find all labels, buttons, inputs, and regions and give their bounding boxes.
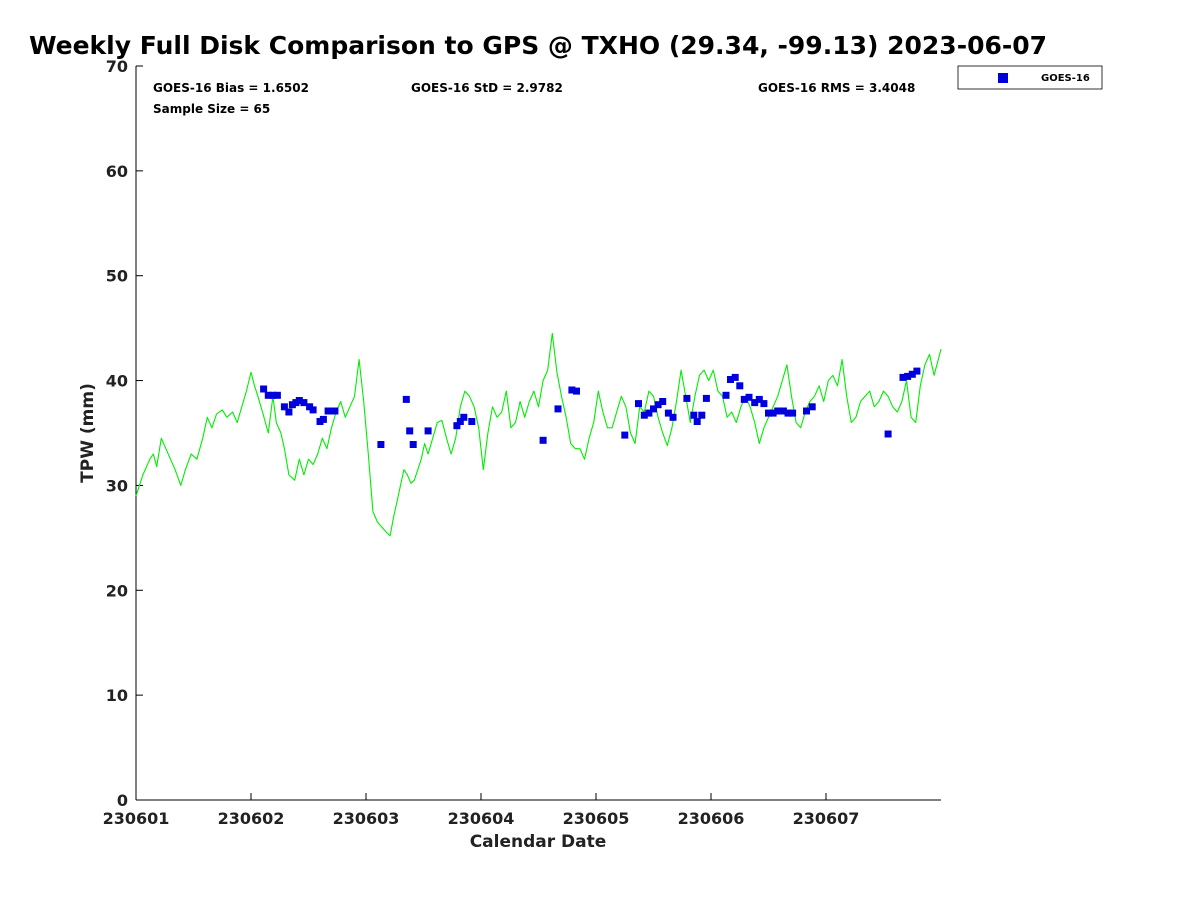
goes16-point [324,407,332,415]
goes16-point [285,408,293,416]
y-tick-label: 40 [106,372,128,391]
x-tick-label: 230601 [103,809,170,828]
y-axis: 0 10 20 30 40 50 60 70 [106,57,143,810]
goes16-point [645,409,653,417]
goes16-point [683,394,691,402]
goes16-point [300,399,308,407]
x-tick-label: 230607 [793,809,860,828]
goes16-point [789,409,797,417]
goes16-point [621,431,629,439]
goes16-point [731,373,739,381]
x-tick-label: 230602 [218,809,285,828]
y-tick-label: 20 [106,581,128,600]
goes16-point [669,413,677,421]
legend-marker [998,73,1008,83]
goes16-point [260,385,268,393]
x-axis: 230601 230602 230603 230604 230605 230606 2306… [103,793,860,828]
goes16-point [424,427,432,435]
y-tick-label: 70 [106,57,128,76]
goes16-point [456,418,464,425]
goes16-point [745,393,753,401]
goes16-point [736,382,744,390]
goes16-point [904,372,912,380]
goes16-point [698,411,706,419]
goes16-point [774,407,782,415]
gps-line-series [135,332,942,537]
goes16-point [803,407,810,415]
goes16-point [269,391,277,399]
goes16-point [702,394,710,402]
goes16-point [779,407,787,415]
goes16-point [309,406,317,414]
goes16-point [808,403,816,411]
goes16-point [899,373,907,381]
goes16-point [554,405,562,413]
goes16-point [295,397,303,404]
goes16-point [635,400,642,408]
goes16-point [331,407,339,415]
legend-box [957,65,1103,90]
goes16-point [539,436,547,444]
goes16-point [664,409,672,417]
y-tick-label: 10 [106,686,128,705]
y-tick-label: 30 [106,476,128,495]
goes16-point [690,411,698,419]
goes16-point [406,427,414,435]
goes16-point [460,413,468,421]
x-tick-label: 230604 [448,809,515,828]
goes16-point [769,409,777,417]
goes16-point [784,409,792,417]
std-stat: GOES-16 StD = 2.9782 [411,81,563,95]
goes16-point [908,370,916,378]
y-tick-label: 0 [117,791,128,810]
goes16-point [568,386,576,394]
goes16-point [760,400,768,408]
gps-tpw-line [135,332,942,537]
goes16-point [377,441,385,448]
goes16-point [409,441,417,448]
goes16-point [740,395,748,403]
goes16-point [659,398,667,405]
chart-title: Weekly Full Disk Comparison to GPS @ TXH… [29,31,1047,60]
goes16-point [453,422,461,430]
goes16-point [693,418,701,425]
goes16-point [402,395,410,403]
goes16-scatter-series [260,367,921,448]
y-axis-label: TPW (mm) [78,383,98,483]
sample-size-stat: Sample Size = 65 [153,102,270,116]
goes16-point [273,391,281,399]
x-axis-label: Calendar Date [470,832,607,852]
y-tick-label: 60 [106,162,128,181]
goes16-point [727,376,734,383]
goes16-point [280,403,288,411]
goes16-point [765,409,772,417]
goes16-point [654,401,662,409]
plot-area [135,66,941,801]
y-tick-label: 50 [106,267,128,286]
goes16-point [913,367,921,375]
x-tick-label: 230603 [333,809,400,828]
rms-stat: GOES-16 RMS = 3.4048 [758,81,915,95]
goes16-point [650,405,657,413]
legend: GOES-16 [957,65,1103,90]
x-tick-label: 230605 [563,809,630,828]
goes16-point [884,430,892,438]
goes16-point [640,411,648,419]
goes16-point [573,387,580,395]
x-tick-label: 230606 [678,809,745,828]
goes16-point [319,415,327,423]
goes16-point [751,399,759,407]
bias-stat: GOES-16 Bias = 1.6502 [153,81,309,95]
goes16-point [264,391,272,399]
goes16-point [722,391,730,399]
legend-label-goes16: GOES-16 [1041,73,1090,84]
goes16-point [755,395,763,403]
goes16-point [468,418,476,425]
